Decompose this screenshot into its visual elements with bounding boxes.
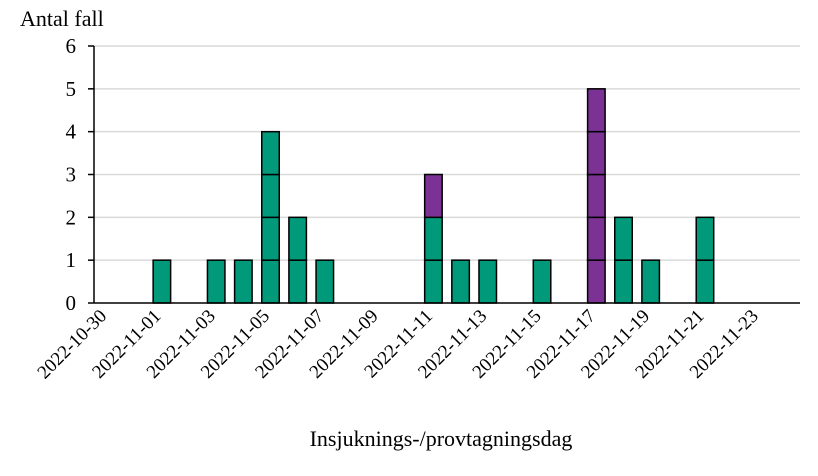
bar-unit: [423, 216, 443, 261]
bar-unit: [423, 173, 443, 219]
x-tick-labels: 2022-10-302022-11-012022-11-032022-11-05…: [34, 306, 763, 384]
axes: [88, 45, 800, 304]
bar-unit: [233, 259, 253, 304]
y-tick-label: 1: [66, 248, 77, 272]
bar-unit: [288, 259, 308, 304]
bar-unit: [261, 216, 280, 261]
x-axis-label: Insjuknings-/provtagningsdag: [310, 426, 573, 451]
bar-unit: [206, 259, 226, 304]
bar-unit: [586, 130, 606, 176]
bar-unit: [288, 216, 308, 261]
bar-unit: [586, 88, 606, 133]
bar-unit: [586, 173, 606, 219]
bar-unit: [423, 259, 443, 304]
bar-unit: [614, 216, 633, 261]
bar-unit: [315, 259, 335, 304]
y-tick-label: 5: [66, 77, 77, 101]
bars: [152, 88, 715, 304]
y-tick-labels: 0 1 2 3 4 5 6: [66, 34, 77, 315]
bar-unit: [261, 173, 280, 219]
bar-unit: [152, 259, 172, 304]
y-tick-label: 4: [66, 120, 77, 144]
bar-unit: [586, 259, 606, 304]
bar-unit: [695, 259, 715, 304]
y-tick-label: 3: [66, 163, 77, 187]
bar-unit: [261, 130, 280, 176]
bar-unit: [695, 216, 715, 261]
gridlines: [94, 45, 800, 261]
y-tick-label: 2: [66, 205, 77, 229]
y-tick-label: 6: [66, 34, 77, 58]
bar-unit: [478, 259, 498, 304]
bar-unit: [641, 259, 661, 304]
y-tick-label: 0: [66, 291, 77, 315]
bar-unit: [614, 259, 633, 304]
bar-unit: [532, 259, 552, 304]
y-axis-label: Antal fall: [20, 6, 104, 31]
bar-unit: [451, 259, 471, 304]
bar-unit: [261, 259, 280, 304]
bar-unit: [586, 216, 606, 261]
